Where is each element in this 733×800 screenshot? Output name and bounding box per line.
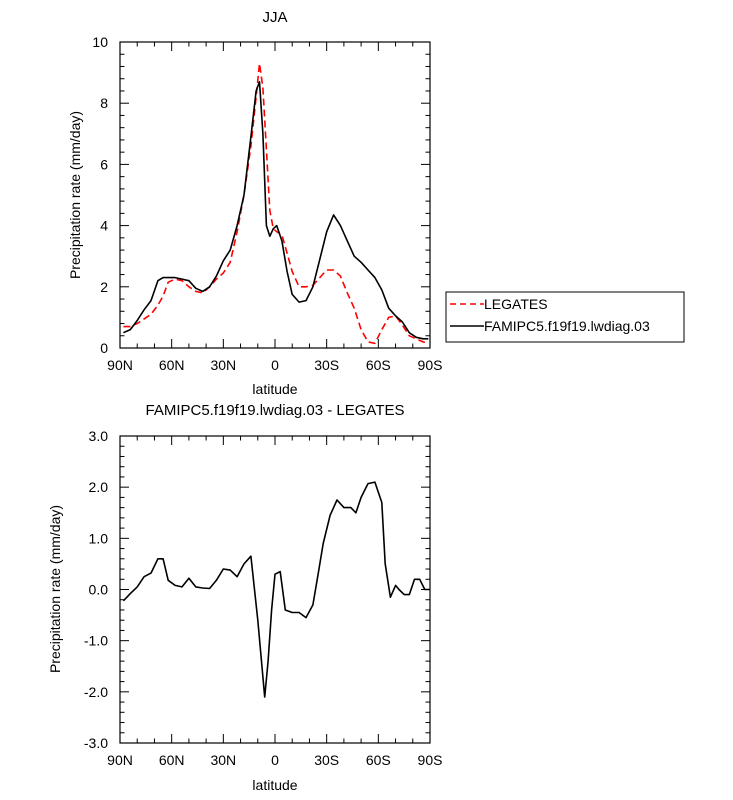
bottom-xtick-label: 30S [314, 752, 339, 768]
bottom-ytick-label: 0.0 [89, 582, 109, 598]
legend: LEGATES FAMIPC5.f19f19.lwdiag.03 [445, 291, 685, 343]
top-ytick-label: 6 [100, 156, 108, 172]
bottom-xtick-label: 60N [159, 752, 185, 768]
bottom-xlabel: latitude [252, 777, 297, 793]
bottom-xtick-label: 30N [210, 752, 236, 768]
bottom-ylabel: Precipitation rate (mm/day) [47, 505, 63, 673]
top-xtick-label: 90S [418, 357, 443, 373]
top-ytick-label: 10 [92, 34, 108, 50]
top-xtick-label: 30N [210, 357, 236, 373]
top-ylabel: Precipitation rate (mm/day) [67, 111, 83, 279]
bottom-ytick-label: 1.0 [89, 530, 109, 546]
top-series-line-legates [123, 62, 429, 345]
bottom-ytick-label: -2.0 [84, 684, 108, 700]
top-xlabel: latitude [252, 381, 297, 397]
bottom-series-lines [122, 481, 430, 698]
bottom-ytick-label: 3.0 [89, 428, 109, 444]
top-ytick-label: 8 [100, 95, 108, 111]
top-title: JJA [262, 9, 287, 26]
top-ytick-label: 2 [100, 279, 108, 295]
bottom-title: FAMIPC5.f19f19.lwdiag.03 - LEGATES [145, 402, 404, 419]
top-xtick-label: 60N [159, 357, 185, 373]
bottom-ytick-label: 2.0 [89, 479, 109, 495]
bottom-panel: FAMIPC5.f19f19.lwdiag.03 - LEGATES 90N 60… [47, 402, 442, 793]
top-xtick-label: 90N [107, 357, 133, 373]
top-ticks: 90N 60N 30N 0 30S 60S 90S 0 2 4 6 8 10 [92, 34, 442, 373]
bottom-series-line-difference [122, 481, 430, 698]
bottom-ytick-label: -1.0 [84, 633, 108, 649]
top-xtick-label: 0 [271, 357, 279, 373]
legend-label-legates: LEGATES [484, 296, 548, 312]
legend-label-model: FAMIPC5.f19f19.lwdiag.03 [484, 318, 650, 334]
bottom-xtick-label: 90S [418, 752, 443, 768]
top-ytick-label: 0 [100, 340, 108, 356]
top-ytick-label: 4 [100, 218, 108, 234]
legend-box [445, 291, 685, 343]
bottom-ytick-label: -3.0 [84, 735, 108, 751]
bottom-xtick-label: 0 [271, 752, 279, 768]
bottom-xtick-label: 60S [366, 752, 391, 768]
top-series-line-famipc5-f19f19-lwdiag-03 [123, 81, 429, 340]
bottom-ticks: 90N 60N 30N 0 30S 60S 90S -3.0 -2.0 -1.0 0.0 1.0 2.0… [84, 428, 443, 768]
bottom-xtick-label: 90N [107, 752, 133, 768]
top-xtick-label: 30S [314, 357, 339, 373]
top-xtick-label: 60S [366, 357, 391, 373]
top-plot-frame [119, 41, 431, 349]
bottom-plot-frame [119, 435, 431, 744]
top-series-lines [123, 62, 429, 345]
